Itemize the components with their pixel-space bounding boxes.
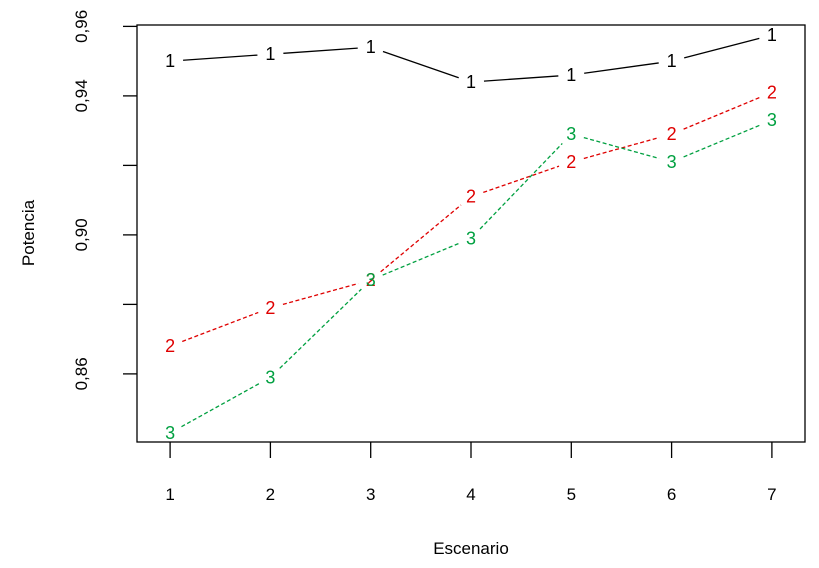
series-3-point: 3 <box>566 124 576 144</box>
series-2-point: 2 <box>165 336 175 356</box>
series-1-segment <box>382 50 459 79</box>
x-tick-label: 4 <box>466 485 475 504</box>
series-3-segment <box>382 242 460 276</box>
x-tick-label: 7 <box>767 485 776 504</box>
x-axis: 1 2 3 4 5 6 7 <box>165 442 777 504</box>
series-1-segment <box>183 54 258 61</box>
series-2-segment <box>483 165 560 194</box>
x-axis-title: Escenario <box>433 539 509 558</box>
series-1-point: 1 <box>566 65 576 85</box>
series-2-point: 2 <box>566 152 576 172</box>
series-2-point: 2 <box>366 270 376 290</box>
series-1-point: 1 <box>466 72 476 92</box>
series-2-segment <box>182 311 259 343</box>
series-1-segment <box>584 62 659 74</box>
series-1: 1 1 1 1 1 1 1 <box>165 25 777 92</box>
series-2: 2 2 2 2 2 2 2 <box>165 82 777 356</box>
series-2-segment <box>282 282 359 306</box>
series-1-point: 1 <box>366 37 376 57</box>
series-2-segment <box>380 204 462 273</box>
x-tick-label: 5 <box>567 485 576 504</box>
series-3-point: 3 <box>265 367 275 387</box>
y-tick-label: 0,94 <box>72 79 91 112</box>
series-2-point: 2 <box>667 124 677 144</box>
y-tick-label: 0,86 <box>72 357 91 390</box>
series-3-point: 3 <box>466 228 476 248</box>
series-1-point: 1 <box>667 51 677 71</box>
series-2-point: 2 <box>466 187 476 207</box>
series-3-segment <box>479 143 563 230</box>
series-1-point: 1 <box>265 44 275 64</box>
series-3-point: 3 <box>767 110 777 130</box>
series-3-point: 3 <box>366 270 376 290</box>
x-tick-label: 3 <box>366 485 375 504</box>
series-3-segment <box>181 383 260 428</box>
series-3-segment <box>583 136 660 160</box>
series-2-point: 2 <box>767 82 777 102</box>
series-3-segment <box>683 124 761 158</box>
x-tick-label: 6 <box>667 485 676 504</box>
series-1-point: 1 <box>165 51 175 71</box>
x-tick-label: 1 <box>165 485 174 504</box>
series-2-point: 2 <box>265 298 275 318</box>
y-tick-label: 0,96 <box>72 10 91 43</box>
series-1-point: 1 <box>767 25 777 45</box>
y-axis: 0,86 0,90 0,94 0,96 <box>72 10 137 390</box>
series-3: 3 3 3 3 3 3 3 <box>165 110 777 443</box>
series-1-segment <box>483 75 559 82</box>
series-3-segment <box>279 288 362 369</box>
series-3-point: 3 <box>165 423 175 443</box>
y-axis-title: Potencia <box>19 199 38 266</box>
series-1-segment <box>684 37 760 59</box>
series-1-segment <box>283 47 358 54</box>
y-tick-label: 0,90 <box>72 218 91 251</box>
x-tick-label: 2 <box>266 485 275 504</box>
series-3-point: 3 <box>667 152 677 172</box>
series-2-segment <box>683 96 761 130</box>
